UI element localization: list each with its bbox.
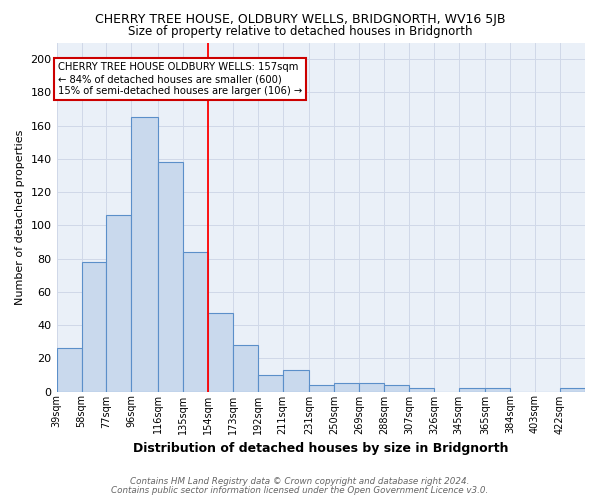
Bar [233,345,257,392]
Bar [359,383,384,392]
Bar [384,385,409,392]
Bar [283,370,309,392]
Bar [485,388,510,392]
Bar [158,162,183,392]
Text: Size of property relative to detached houses in Bridgnorth: Size of property relative to detached ho… [128,25,472,38]
Y-axis label: Number of detached properties: Number of detached properties [15,130,25,304]
Bar [183,252,208,392]
Bar [560,388,585,392]
Bar [106,216,131,392]
Text: CHERRY TREE HOUSE OLDBURY WELLS: 157sqm
← 84% of detached houses are smaller (60: CHERRY TREE HOUSE OLDBURY WELLS: 157sqm … [58,62,302,96]
Bar [82,262,106,392]
Text: Contains HM Land Registry data © Crown copyright and database right 2024.: Contains HM Land Registry data © Crown c… [130,477,470,486]
Bar [208,314,233,392]
Bar [459,388,485,392]
Bar [56,348,82,392]
Bar [334,383,359,392]
Bar [309,385,334,392]
Bar [257,375,283,392]
Bar [131,118,158,392]
X-axis label: Distribution of detached houses by size in Bridgnorth: Distribution of detached houses by size … [133,442,509,455]
Text: CHERRY TREE HOUSE, OLDBURY WELLS, BRIDGNORTH, WV16 5JB: CHERRY TREE HOUSE, OLDBURY WELLS, BRIDGN… [95,12,505,26]
Bar [409,388,434,392]
Text: Contains public sector information licensed under the Open Government Licence v3: Contains public sector information licen… [112,486,488,495]
